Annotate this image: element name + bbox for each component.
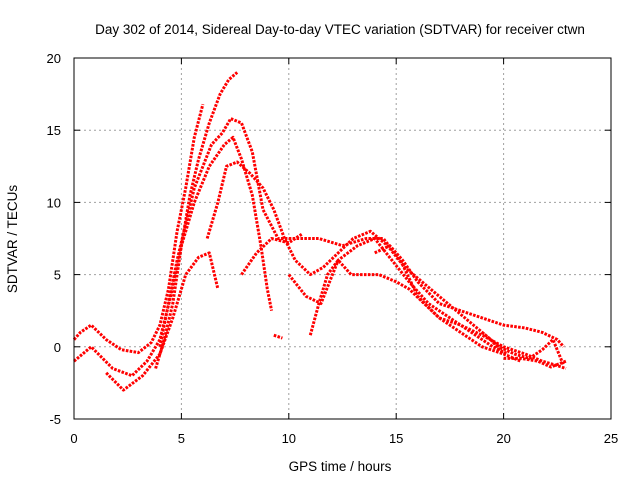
- x-tick-label: 15: [389, 431, 403, 446]
- series-pass-11: [374, 244, 565, 348]
- series-pass-8: [273, 333, 283, 340]
- series-pass-6: [205, 160, 505, 356]
- chart-title: Day 302 of 2014, Sidereal Day-to-day VTE…: [95, 22, 585, 37]
- y-tick-label: 20: [47, 51, 61, 66]
- series-pass-5: [105, 251, 220, 392]
- y-tick-labels: -5 0 5 10 15 20: [47, 51, 61, 427]
- y-tick-label: -5: [49, 412, 61, 427]
- grid-lines: [73, 57, 612, 420]
- y-tick-label: 0: [54, 340, 61, 355]
- y-tick-label: 10: [47, 195, 61, 210]
- x-tick-label: 5: [178, 431, 185, 446]
- y-tick-label: 5: [54, 268, 61, 283]
- x-tick-label: 25: [604, 431, 618, 446]
- series-pass-2: [154, 71, 239, 369]
- series-pass-10: [308, 258, 441, 336]
- x-tick-label: 20: [496, 431, 510, 446]
- series-pass-3: [73, 135, 274, 378]
- series-pass-1: [72, 103, 205, 355]
- y-axis-label: SDTVAR / TECUs: [5, 185, 20, 294]
- x-axis-label: GPS time / hours: [289, 459, 392, 474]
- x-tick-label: 0: [70, 431, 77, 446]
- series-pass-9: [287, 237, 509, 356]
- x-tick-label: 10: [282, 431, 296, 446]
- x-tick-labels: 0 5 10 15 20 25: [70, 431, 618, 446]
- plot-frame: [73, 57, 612, 420]
- data-series-group: [72, 71, 567, 392]
- y-tick-label: 15: [47, 123, 61, 138]
- series-pass-7: [240, 232, 303, 276]
- series-pass-4: [158, 117, 522, 363]
